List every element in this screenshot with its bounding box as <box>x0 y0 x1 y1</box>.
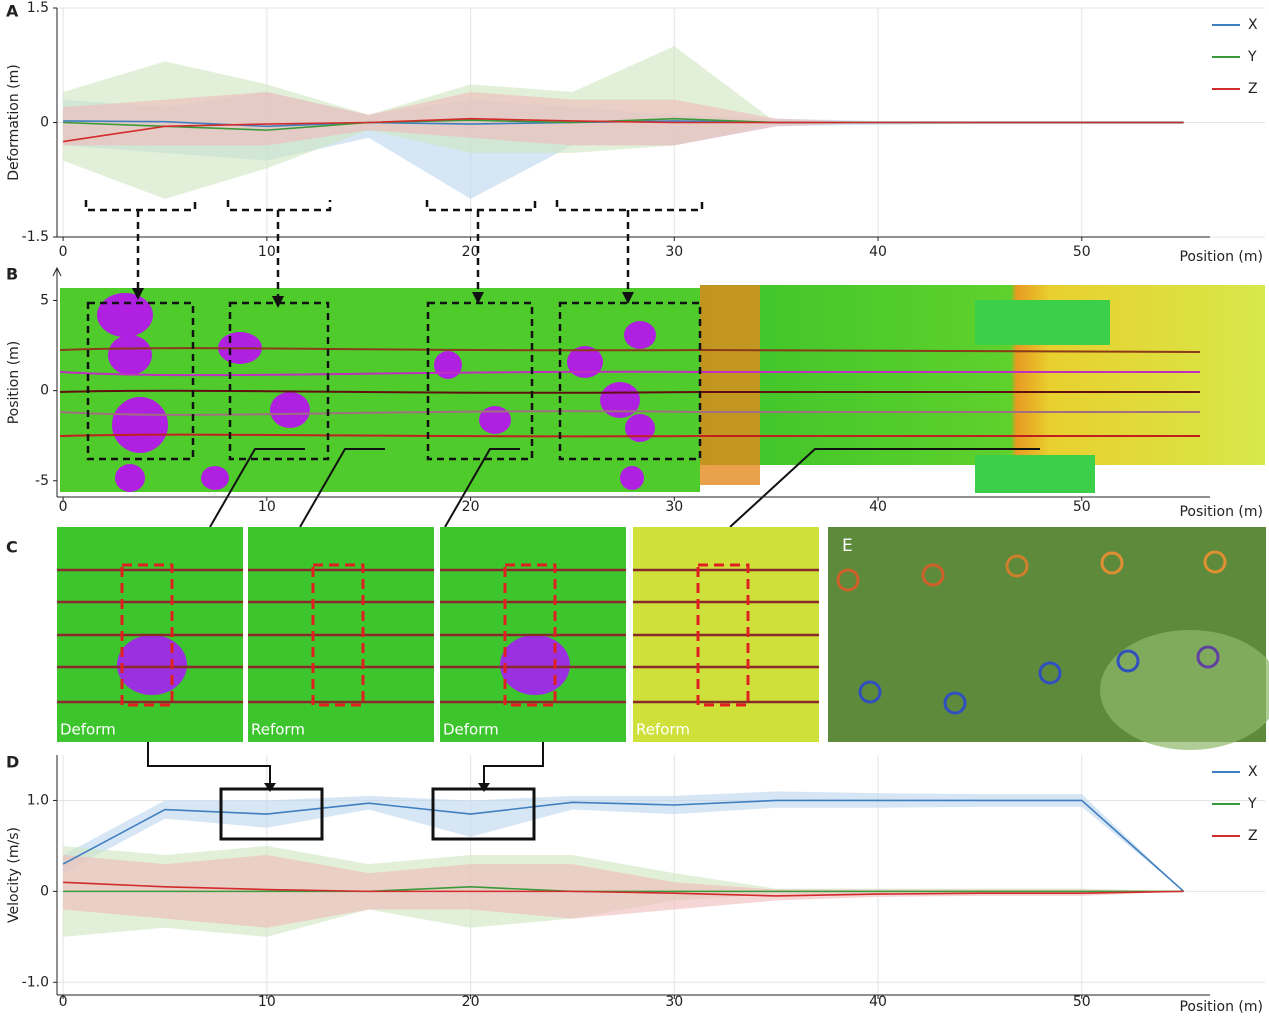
x-tick-label: 0 <box>59 499 68 515</box>
bush <box>1100 630 1269 750</box>
drone-markers <box>836 550 1227 715</box>
point-cloud <box>59 285 1265 493</box>
obstacle <box>500 635 570 695</box>
tile-label: Reform <box>251 721 305 739</box>
tile-label: Deform <box>60 721 116 739</box>
y-tick-label: 1.5 <box>27 0 49 16</box>
arrowheads <box>132 288 634 308</box>
panel-D: D -1.0 0 1.0 0 10 20 30 40 50 Position (m) Velocity… <box>6 753 1265 1015</box>
trajectories <box>59 347 1201 438</box>
y-tick-label: 0 <box>40 883 49 899</box>
panel-label: C <box>6 538 18 557</box>
panel-label: D <box>6 753 19 772</box>
x-axis-label: Position (m) <box>1179 249 1263 265</box>
tile-label: Deform <box>443 721 499 739</box>
y-tick-label: -1.0 <box>22 974 49 990</box>
arrowheads <box>264 783 490 792</box>
x-tick-label: 20 <box>462 244 480 260</box>
y-tick-label: 0 <box>40 115 49 131</box>
y-tick-label: -1.5 <box>22 229 49 245</box>
panel-label: A <box>6 2 19 21</box>
formation <box>696 563 750 707</box>
cloud-patch <box>975 300 1110 345</box>
line <box>62 117 1184 143</box>
legend-label: Y <box>1247 796 1257 812</box>
y-tick-label: 5 <box>40 292 49 308</box>
y-axis-label: Deformation (m) <box>6 64 22 180</box>
x-tick-label: 40 <box>869 994 887 1010</box>
x-tick-label: 50 <box>1073 994 1091 1010</box>
legend-label: X <box>1248 764 1258 780</box>
x-axis-label: Position (m) <box>1179 504 1263 520</box>
band <box>63 91 1184 146</box>
x-tick-label: 30 <box>665 499 683 515</box>
y-axis-label: Velocity (m/s) <box>6 827 22 923</box>
legend-label: X <box>1248 17 1258 33</box>
x-tick-label: 50 <box>1073 499 1091 515</box>
band <box>63 791 1184 892</box>
obstacle <box>117 635 187 695</box>
x-tick-label: 0 <box>59 994 68 1010</box>
tile-label: Reform <box>636 721 690 739</box>
formation <box>311 563 365 707</box>
y-tick-label: -5 <box>35 473 49 489</box>
x-tick-label: 10 <box>258 994 276 1010</box>
legend-label: Z <box>1248 828 1258 844</box>
x-tick-label: 30 <box>665 994 683 1010</box>
x-tick-label: 30 <box>665 244 683 260</box>
panel-c: C Deform Reform Deform Reform <box>6 527 819 742</box>
panel-A: A -1.5 0 1.5 0 10 20 30 40 50 Position (m) Deformat… <box>6 0 1265 265</box>
x-axis-label: Position (m) <box>1179 999 1263 1015</box>
x-tick-label: 50 <box>1073 244 1091 260</box>
cloud-patch <box>975 455 1095 493</box>
formation <box>503 563 557 707</box>
x-tick-label: 40 <box>869 499 887 515</box>
line <box>63 881 1184 897</box>
connectors <box>209 448 1040 528</box>
x-tick-label: 10 <box>258 499 276 515</box>
brackets <box>84 200 704 300</box>
panel-label: E <box>842 536 853 556</box>
y-tick-label: 1.0 <box>27 792 49 808</box>
line <box>63 886 1184 893</box>
y-axis-label: Position (m) <box>6 341 22 425</box>
line <box>62 799 1185 892</box>
panel-label: B <box>6 265 18 284</box>
formation <box>120 563 174 707</box>
x-tick-label: 10 <box>258 244 276 260</box>
axis-arrow <box>52 266 62 277</box>
cloud-orange <box>700 285 760 485</box>
x-tick-label: 20 <box>462 994 480 1010</box>
panel-e: E <box>828 527 1269 750</box>
x-tick-label: 40 <box>869 244 887 260</box>
x-tick-label: 0 <box>59 244 68 260</box>
legend-label: Z <box>1248 81 1258 97</box>
y-tick-label: 0 <box>40 383 49 399</box>
x-tick-label: 20 <box>462 499 480 515</box>
legend-label: Y <box>1247 49 1257 65</box>
